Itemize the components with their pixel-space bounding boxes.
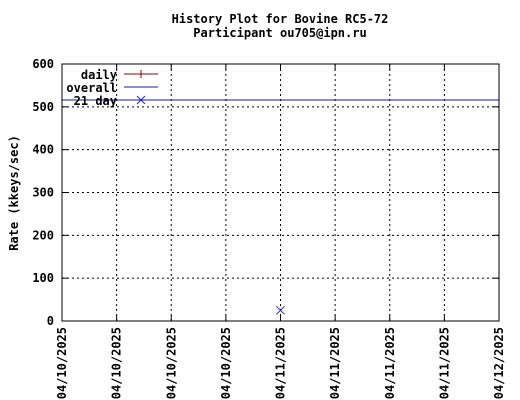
x-tick-label: 04/11/2025 (437, 327, 451, 399)
x-tick-label: 04/10/2025 (55, 327, 69, 399)
y-tick-label: 100 (32, 271, 54, 285)
legend-label-overall: overall (66, 81, 117, 95)
x-mark-stroke (276, 305, 285, 315)
chart-subtitle: Participant ou705@ipn.ru (193, 26, 366, 40)
x-tick-label: 04/12/2025 (492, 327, 506, 399)
x-mark-stroke (136, 95, 146, 105)
y-tick-label: 0 (47, 314, 54, 328)
legend-marker-21-day (136, 95, 146, 105)
y-tick-label: 600 (32, 57, 54, 71)
x-tick-label: 04/10/2025 (110, 327, 124, 399)
y-axis-label: Rate (kkeys/sec) (7, 135, 21, 251)
x-tick-label: 04/11/2025 (274, 327, 288, 399)
tick-labels: 0 100 200 300 400 500 600 04/10/2025 04/10/2025 0… (32, 57, 506, 399)
x-tick-label: 04/10/2025 (164, 327, 178, 399)
data-point-21-day (276, 305, 285, 315)
chart-title: History Plot for Bovine RC5-72 (172, 12, 389, 26)
y-tick-label: 400 (32, 143, 54, 157)
x-tick-label: 04/11/2025 (383, 327, 397, 399)
legend: daily overall 21 day (66, 68, 158, 108)
legend-label-21-day: 21 day (74, 94, 117, 108)
y-tick-label: 300 (32, 186, 54, 200)
plot-frame (61, 63, 500, 322)
legend-label-daily: daily (81, 68, 117, 82)
data-series (62, 99, 499, 315)
x-tick-label: 04/10/2025 (219, 327, 233, 399)
y-tick-label: 500 (32, 100, 54, 114)
grid-lines (62, 64, 499, 321)
x-tick-label: 04/11/2025 (328, 327, 342, 399)
y-tick-label: 200 (32, 228, 54, 242)
